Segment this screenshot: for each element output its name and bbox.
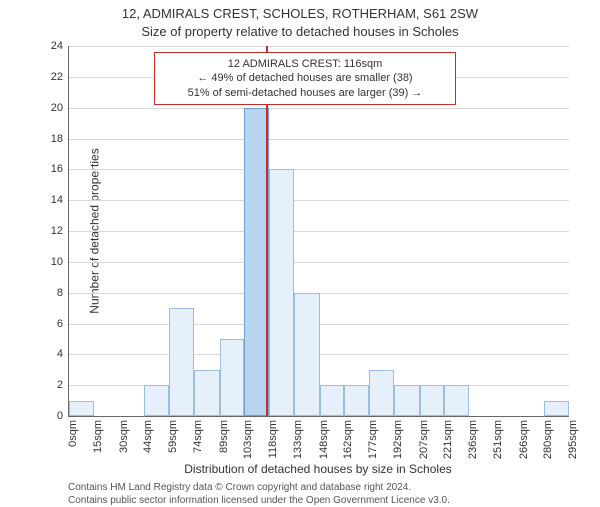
x-tick-label: 251sqm — [492, 420, 504, 459]
y-tick-label: 20 — [51, 102, 69, 114]
bar — [344, 385, 369, 416]
x-tick-label: 280sqm — [542, 420, 554, 459]
x-tick-label: 44sqm — [142, 420, 154, 453]
x-tick-label: 207sqm — [418, 420, 430, 459]
annotation-line: 51% of semi-detached houses are larger (… — [163, 86, 447, 100]
bar — [220, 339, 244, 416]
x-tick-label: 295sqm — [567, 420, 579, 459]
bar — [69, 401, 94, 416]
x-tick-label: 74sqm — [192, 420, 204, 453]
footer-line: Contains public sector information licen… — [68, 495, 568, 507]
y-tick-label: 14 — [51, 194, 69, 206]
y-tick-label: 6 — [57, 318, 69, 330]
x-axis-label: Distribution of detached houses by size … — [68, 462, 568, 476]
bar — [544, 401, 569, 416]
footer-attribution: Contains HM Land Registry data © Crown c… — [68, 482, 568, 507]
annotation-box: 12 ADMIRALS CREST: 116sqm← 49% of detach… — [154, 52, 456, 105]
y-tick-label: 24 — [51, 40, 69, 52]
x-tick-label: 148sqm — [318, 420, 330, 459]
gridline — [69, 169, 569, 170]
x-tick-label: 192sqm — [392, 420, 404, 459]
y-tick-label: 4 — [57, 348, 69, 360]
plot-area: 0246810121416182022240sqm15sqm30sqm44sqm… — [68, 46, 569, 417]
x-tick-label: 177sqm — [367, 420, 379, 459]
y-tick-label: 16 — [51, 163, 69, 175]
x-tick-label: 89sqm — [218, 420, 230, 453]
x-tick-label: 0sqm — [67, 420, 79, 447]
y-tick-label: 22 — [51, 71, 69, 83]
x-tick-label: 30sqm — [118, 420, 130, 453]
y-tick-label: 18 — [51, 133, 69, 145]
chart-container: 12, ADMIRALS CREST, SCHOLES, ROTHERHAM, … — [0, 0, 600, 500]
chart-title: 12, ADMIRALS CREST, SCHOLES, ROTHERHAM, … — [0, 6, 600, 21]
gridline — [69, 139, 569, 140]
y-tick-label: 8 — [57, 287, 69, 299]
bar — [394, 385, 419, 416]
x-tick-label: 59sqm — [167, 420, 179, 453]
bar — [444, 385, 469, 416]
annotation-line: 12 ADMIRALS CREST: 116sqm — [163, 57, 447, 71]
bar — [144, 385, 169, 416]
gridline — [69, 46, 569, 47]
chart-subtitle: Size of property relative to detached ho… — [0, 24, 600, 39]
bar — [369, 370, 394, 416]
x-tick-label: 236sqm — [467, 420, 479, 459]
gridline — [69, 200, 569, 201]
y-tick-label: 12 — [51, 225, 69, 237]
gridline — [69, 262, 569, 263]
x-tick-label: 15sqm — [92, 420, 104, 453]
bar — [294, 293, 319, 416]
x-tick-label: 266sqm — [518, 420, 530, 459]
bar — [169, 308, 194, 416]
gridline — [69, 108, 569, 109]
x-tick-label: 221sqm — [442, 420, 454, 459]
x-tick-label: 133sqm — [292, 420, 304, 459]
x-tick-label: 103sqm — [242, 420, 254, 459]
annotation-line: ← 49% of detached houses are smaller (38… — [163, 71, 447, 85]
bar — [420, 385, 444, 416]
bar — [194, 370, 219, 416]
y-tick-label: 10 — [51, 256, 69, 268]
footer-line: Contains HM Land Registry data © Crown c… — [68, 482, 568, 495]
bar — [320, 385, 344, 416]
x-tick-label: 162sqm — [342, 420, 354, 459]
gridline — [69, 231, 569, 232]
bar — [269, 169, 294, 416]
y-tick-label: 2 — [57, 379, 69, 391]
x-tick-label: 118sqm — [267, 420, 279, 458]
